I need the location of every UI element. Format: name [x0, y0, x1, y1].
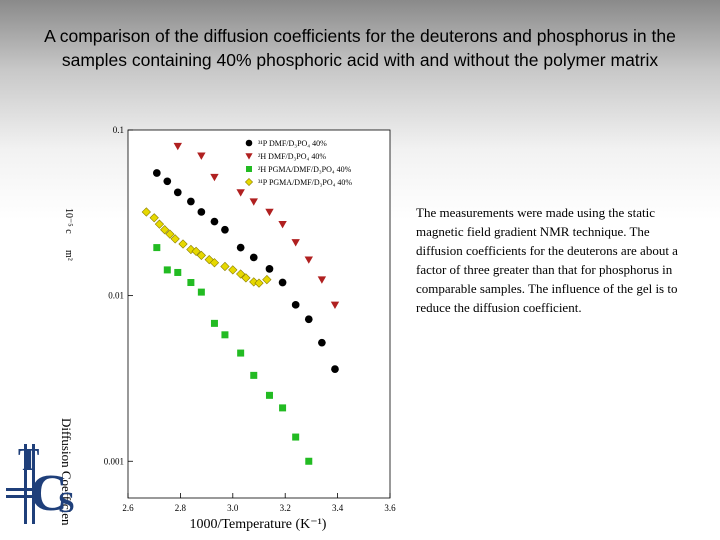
slide-title: A comparison of the diffusion coefficien… [44, 26, 676, 70]
data-point-circle [163, 177, 172, 186]
data-point-square [250, 371, 258, 379]
data-point-triangle-down [249, 198, 258, 206]
y-tick-label: 0.1 [113, 125, 124, 135]
data-point-circle [221, 225, 229, 234]
data-point-square [265, 391, 273, 399]
data-point-diamond [149, 213, 159, 223]
data-point-square [305, 457, 313, 465]
data-point-diamond [209, 258, 220, 268]
data-point-diamond [165, 229, 175, 239]
legend-marker [245, 139, 253, 147]
data-point-triangle-down [265, 208, 274, 217]
y-tick-label: 0.01 [108, 291, 124, 301]
data-point-circle [304, 315, 313, 324]
legend-label: ²H DMF/D₃PO₄ 40% [258, 152, 326, 161]
data-point-circle [265, 265, 274, 273]
data-point-diamond [154, 219, 165, 229]
x-tick-label: 3.6 [384, 503, 396, 513]
data-point-diamond [160, 225, 170, 235]
logo-stripes [6, 444, 40, 524]
plot-area [127, 129, 391, 499]
data-point-triangle-down [173, 142, 182, 151]
description-text: The measurements were made using the sta… [416, 205, 678, 315]
data-point-triangle-down [210, 173, 219, 182]
data-point-diamond [170, 234, 180, 244]
axis-ticks: 2.6 2.8 3.0 3.2 3.4 3.6 0.1 0.01 0.001 [104, 125, 396, 513]
data-point-circle [210, 217, 219, 226]
y-axis-title-units: m² [63, 250, 74, 261]
data-point-circle [187, 197, 195, 206]
data-point-triangle-down [317, 276, 327, 284]
data-point-triangle-down [278, 221, 287, 229]
data-point-square [237, 349, 245, 357]
data-point-square [163, 266, 171, 274]
data-point-diamond [178, 239, 188, 249]
data-point-triangle-down [236, 189, 245, 197]
logo-c: C [30, 465, 68, 522]
tcs-logo: T C S [6, 441, 75, 524]
logo-s: S [58, 486, 75, 519]
data-point-triangle-down [330, 301, 340, 310]
legend-marker [245, 153, 253, 160]
data-point-circle [236, 243, 245, 252]
data-point-square [174, 268, 182, 276]
data-point-diamond [191, 246, 201, 257]
data-point-square [187, 279, 195, 287]
data-point-circle [249, 253, 258, 262]
data-point-diamond [254, 278, 264, 288]
data-point-square [197, 288, 205, 296]
data-point-diamond [262, 274, 272, 285]
legend-marker [246, 166, 252, 172]
data-point-circle [291, 300, 300, 309]
y-axis-title-main: Diffusion Coefficien [59, 418, 74, 526]
legend-marker [244, 177, 254, 187]
logo-t: T [18, 441, 39, 477]
data-point-triangle-down [304, 256, 313, 264]
x-tick-label: 2.8 [175, 503, 187, 513]
legend-label: ³¹P DMF/D₃PO₄ 40% [258, 139, 327, 148]
legend-label: ²H PGMA/DMF/D₃PO₄ 40% [258, 165, 352, 174]
data-point-circle [318, 338, 326, 347]
data-point-triangle-down [197, 152, 206, 160]
data-point-circle [331, 365, 339, 373]
chart-legend: ³¹P DMF/D₃PO₄ 40% ²H DMF/D₃PO₄ 40% ²H PGMA… [244, 139, 352, 187]
data-points [141, 142, 340, 465]
data-point-diamond [236, 269, 246, 279]
data-point-square [279, 404, 287, 412]
data-point-diamond [241, 273, 251, 283]
data-point-circle [152, 169, 161, 177]
data-point-square [210, 319, 218, 327]
legend-label: ³¹P PGMA/DMF/D₃PO₄ 40% [258, 178, 352, 187]
x-tick-label: 3.2 [280, 503, 291, 513]
data-point-circle [278, 278, 287, 287]
x-tick-label: 2.6 [122, 503, 134, 513]
data-point-diamond [228, 265, 238, 275]
data-point-diamond [141, 207, 151, 217]
data-point-circle [197, 208, 206, 216]
data-point-square [292, 433, 300, 441]
x-axis-title: 1000/Temperature (K⁻¹) [190, 517, 327, 532]
data-point-square [221, 331, 229, 339]
x-tick-label: 3.4 [332, 503, 344, 513]
data-point-diamond [196, 250, 206, 260]
x-tick-label: 3.0 [227, 503, 239, 513]
y-tick-label: 0.001 [104, 456, 124, 466]
data-point-triangle-down [291, 239, 300, 247]
data-point-square [153, 244, 161, 252]
data-point-diamond [220, 261, 230, 272]
y-axis-title-scale: 10⁻⁵ c [63, 208, 74, 234]
data-point-circle [173, 188, 182, 197]
